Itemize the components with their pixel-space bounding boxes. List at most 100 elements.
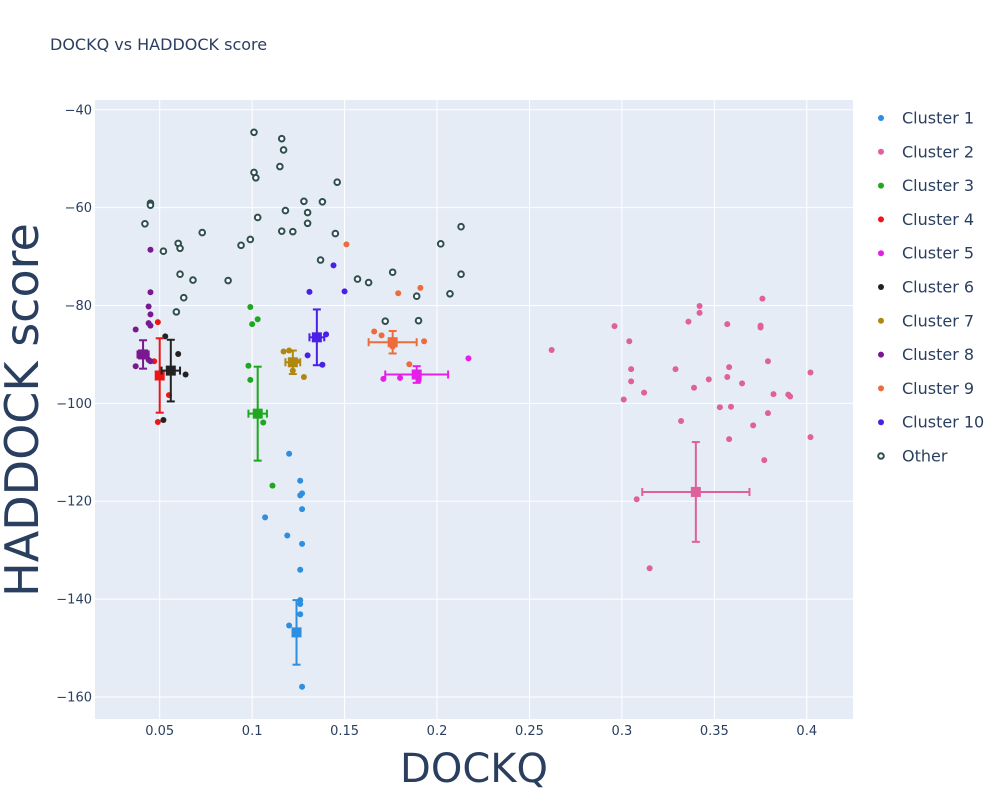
data-point <box>395 290 402 297</box>
legend[interactable]: Cluster 1 Cluster 2 Cluster 3 Cluster 4 Clus… <box>877 109 984 466</box>
y-axis-title: HADDOCK score <box>0 223 49 597</box>
data-point <box>250 128 258 137</box>
legend-label: Cluster 6 <box>902 278 974 297</box>
legend-label: Cluster 10 <box>902 413 984 432</box>
legend-marker <box>878 385 884 392</box>
data-point <box>300 197 308 206</box>
data-point <box>421 338 428 345</box>
data-point <box>726 364 733 371</box>
data-point <box>678 417 685 424</box>
data-point <box>147 322 154 329</box>
cluster-mean-cluster-6 <box>160 338 182 403</box>
data-point <box>414 316 423 325</box>
data-point <box>770 391 777 398</box>
data-point <box>147 246 154 253</box>
data-point <box>279 146 288 154</box>
data-point <box>299 540 306 547</box>
cluster-mean-cluster-9 <box>367 329 418 355</box>
data-point <box>457 222 465 231</box>
legend-item[interactable]: Cluster 5 <box>878 244 974 263</box>
data-point <box>176 244 184 253</box>
data-point <box>764 410 771 417</box>
data-point <box>154 418 161 425</box>
data-point <box>297 611 304 618</box>
data-point <box>299 683 306 690</box>
data-point <box>176 270 184 279</box>
data-point <box>716 404 723 411</box>
data-point <box>620 396 627 403</box>
data-point <box>388 268 397 277</box>
data-point <box>237 241 245 250</box>
legend-marker <box>878 284 884 290</box>
data-point <box>147 311 154 318</box>
legend-item[interactable]: Cluster 7 <box>878 311 974 330</box>
data-point <box>300 373 307 380</box>
mean-marker <box>165 365 176 376</box>
data-point <box>807 434 814 441</box>
data-point <box>284 532 291 539</box>
data-point <box>189 276 197 284</box>
data-point <box>696 309 703 316</box>
y-tick-label: −60 <box>65 201 92 216</box>
legend-label: Cluster 2 <box>902 142 974 161</box>
data-point <box>759 295 766 302</box>
data-point <box>397 374 404 381</box>
data-point <box>417 284 424 291</box>
data-point <box>269 482 276 489</box>
data-point <box>412 292 421 301</box>
legend-item[interactable]: Cluster 6 <box>878 278 974 297</box>
data-point <box>286 622 293 629</box>
x-tick-label: 0.3 <box>612 724 633 739</box>
x-tick-label: 0.35 <box>700 724 729 739</box>
data-point <box>371 328 378 335</box>
legend-marker <box>878 148 884 155</box>
mean-marker <box>387 337 398 348</box>
legend-item[interactable]: Cluster 4 <box>878 210 974 229</box>
data-point <box>247 303 254 310</box>
legend-item[interactable]: Cluster 2 <box>878 142 974 161</box>
legend-item[interactable]: Cluster 3 <box>878 176 974 195</box>
legend-label: Cluster 1 <box>902 109 974 128</box>
data-point <box>252 174 260 182</box>
x-tick-label: 0.05 <box>145 724 174 739</box>
data-point <box>436 240 445 248</box>
data-point <box>457 270 465 279</box>
data-point <box>641 389 648 396</box>
data-point <box>280 348 287 355</box>
data-point <box>281 206 290 215</box>
data-point <box>172 308 181 316</box>
legend-item[interactable]: Cluster 8 <box>878 345 974 364</box>
data-point <box>303 208 312 217</box>
data-point <box>724 373 731 380</box>
legend-item[interactable]: Cluster 1 <box>878 109 974 128</box>
legend-item[interactable]: Other <box>877 447 948 466</box>
data-point <box>277 134 286 143</box>
series-cluster-2 <box>548 295 814 572</box>
data-point <box>254 316 261 323</box>
data-point <box>353 275 362 283</box>
legend-marker <box>878 250 884 257</box>
data-point <box>626 338 633 345</box>
data-point <box>727 403 734 410</box>
data-point <box>247 376 254 383</box>
data-point <box>341 288 348 295</box>
data-point <box>289 227 297 236</box>
x-tick-label: 0.15 <box>330 724 359 739</box>
legend-item[interactable]: Cluster 10 <box>878 413 984 432</box>
cluster-mean-cluster-8 <box>136 339 150 370</box>
legend-marker <box>878 317 884 324</box>
mean-marker <box>690 486 701 497</box>
data-point <box>807 369 814 376</box>
x-tick-label: 0.1 <box>242 724 263 739</box>
cluster-mean-cluster-4 <box>154 337 165 414</box>
data-point <box>132 326 139 333</box>
data-point <box>646 565 653 572</box>
data-point <box>286 450 293 457</box>
cluster-mean-cluster-1 <box>291 599 302 666</box>
legend-item[interactable]: Cluster 9 <box>878 379 974 398</box>
data-point <box>381 317 390 325</box>
legend-label: Cluster 3 <box>902 176 974 195</box>
data-point <box>633 496 640 503</box>
data-point <box>277 227 286 235</box>
legend-marker <box>878 419 884 426</box>
